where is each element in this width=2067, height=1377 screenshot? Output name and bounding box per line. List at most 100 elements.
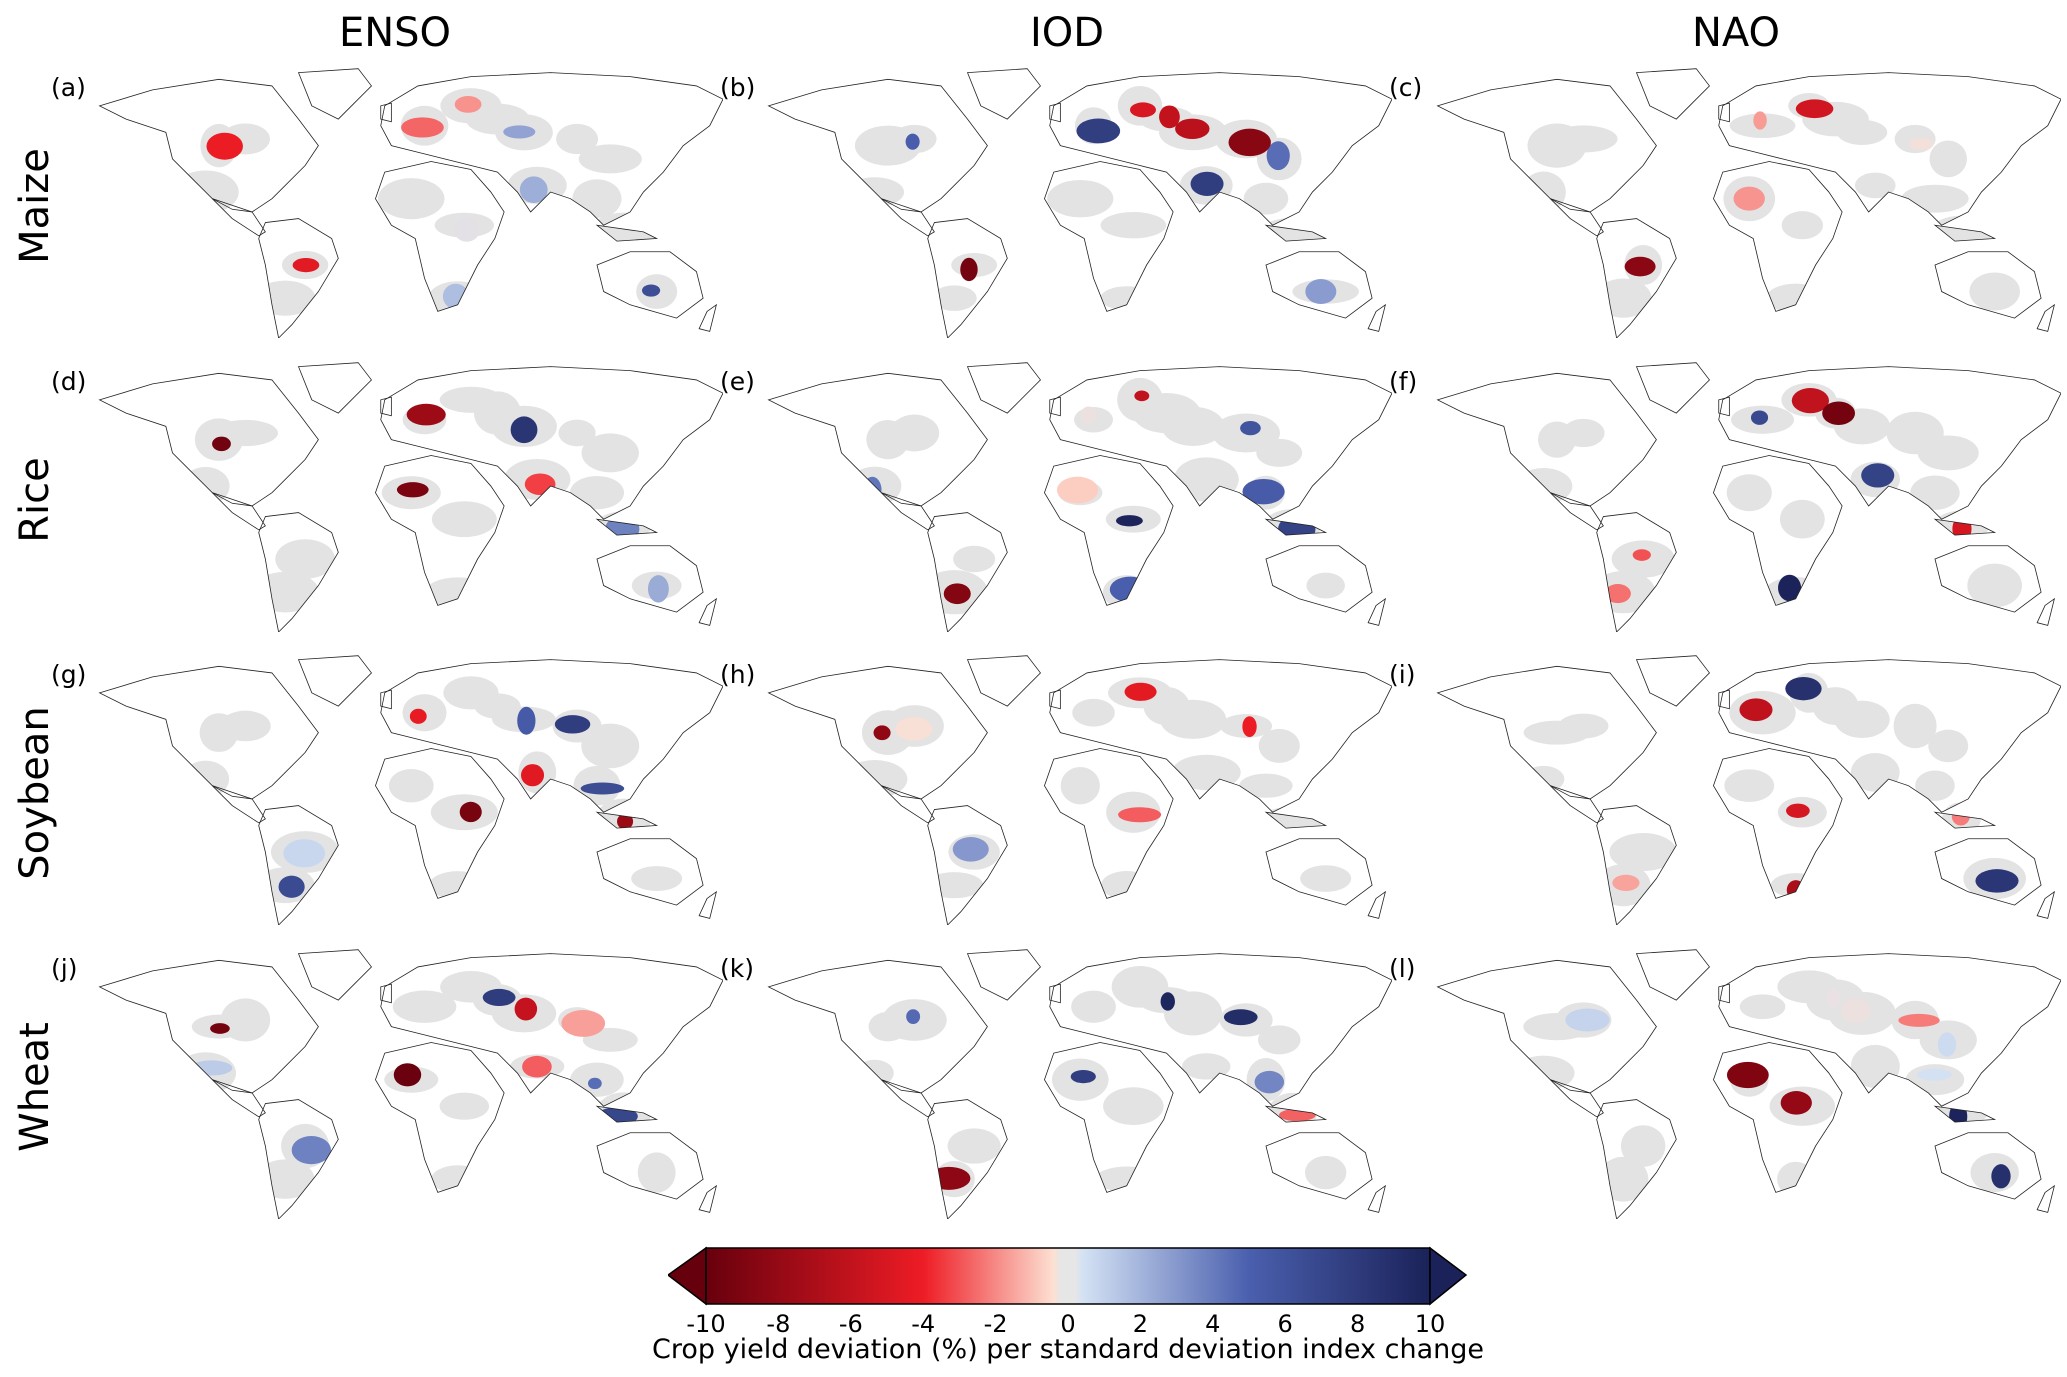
yield-deviation-patch <box>1254 1070 1285 1094</box>
coastline <box>767 949 1392 1219</box>
panel-label: (f) <box>1389 367 1418 396</box>
crop-area <box>1850 1044 1900 1088</box>
crop-area <box>631 866 683 891</box>
crop-area <box>569 476 625 510</box>
crop-area <box>572 179 622 219</box>
panel-label: (g) <box>51 660 87 689</box>
crop-area <box>255 280 316 316</box>
yield-deviation-patch <box>617 813 634 830</box>
colorbar-tick-label: -6 <box>838 1310 863 1338</box>
panel-label: (c) <box>1389 73 1423 102</box>
crop-area <box>1304 1155 1347 1190</box>
crop-area <box>1620 1125 1666 1167</box>
crop-area <box>1258 728 1300 763</box>
yield-deviation-patch <box>1917 1068 1952 1081</box>
yield-deviation-patch <box>1632 549 1651 561</box>
yield-deviation-patch <box>1952 515 1972 542</box>
yield-deviation-patch <box>1841 998 1871 1023</box>
crop-area <box>1930 215 1993 248</box>
yield-deviation-patch <box>895 717 933 741</box>
yield-deviation-patch <box>580 782 625 795</box>
colorbar <box>668 1246 1468 1306</box>
yield-deviation-patch <box>1175 118 1210 139</box>
yield-deviation-patch <box>905 133 920 150</box>
world-map-panel-soybean-enso <box>98 655 723 925</box>
colorbar-tick-label: 10 <box>1414 1310 1446 1338</box>
panel-label: (h) <box>720 660 756 689</box>
crop-area <box>431 1165 485 1194</box>
crop-area <box>1558 713 1609 739</box>
world-map-panel-maize-nao <box>1436 68 2061 338</box>
yield-deviation-patch <box>1786 880 1805 901</box>
yield-deviation-patch <box>1134 390 1150 402</box>
crop-area <box>1306 572 1345 599</box>
crop-area <box>212 419 278 447</box>
crop-area <box>1777 1161 1815 1197</box>
yield-deviation-patch <box>1975 869 2019 893</box>
crop-area <box>889 414 940 452</box>
yield-deviation-patch <box>1124 682 1157 701</box>
crop-area <box>1598 1156 1649 1202</box>
yield-deviation-patch <box>927 1166 971 1190</box>
yield-deviation-patch <box>454 95 482 113</box>
colorbar-min-extend <box>668 1246 707 1306</box>
yield-deviation-patch <box>278 875 305 898</box>
crop-area <box>1739 994 1786 1020</box>
yield-deviation-patch <box>1109 576 1151 603</box>
crop-area <box>474 391 521 435</box>
crop-area <box>1047 179 1114 218</box>
row-label-maize: Maize <box>12 148 58 264</box>
yield-deviation-patch <box>1565 1008 1610 1032</box>
yield-deviation-patch <box>1750 410 1769 425</box>
yield-deviation-patch <box>1795 99 1834 119</box>
colorbar-tick-label: 8 <box>1349 1310 1366 1338</box>
world-map-panel-wheat-iod <box>767 949 1392 1219</box>
world-map-panel-rice-nao <box>1436 362 2061 632</box>
crop-area <box>220 710 271 742</box>
coastline <box>98 655 723 925</box>
crop-area <box>558 419 596 447</box>
yield-deviation-patch <box>1076 118 1121 144</box>
crop-area <box>431 501 497 538</box>
yield-deviation-patch <box>1305 279 1337 304</box>
crop-area <box>429 871 487 900</box>
crop-area <box>1072 698 1115 727</box>
crop-area <box>1143 686 1190 726</box>
yield-deviation-patch <box>521 764 545 787</box>
crop-area <box>1100 286 1154 311</box>
yield-deviation-patch <box>1991 1164 2011 1189</box>
yield-deviation-patch <box>873 725 891 741</box>
world-map-panel-wheat-nao <box>1436 949 2061 1219</box>
yield-deviation-patch <box>393 1063 422 1087</box>
crop-area <box>1928 729 1969 763</box>
coastline <box>1436 362 2061 632</box>
yield-deviation-patch <box>1160 992 1175 1011</box>
panel-label: (a) <box>51 73 86 102</box>
yield-deviation-patch <box>1949 1102 1968 1131</box>
row-label-soybean: Soybean <box>12 706 58 880</box>
crop-area <box>378 178 445 220</box>
crop-area <box>1812 687 1859 726</box>
crop-area <box>581 433 639 473</box>
yield-deviation-patch <box>960 257 978 282</box>
yield-deviation-patch <box>1753 111 1767 130</box>
yield-deviation-patch <box>1786 803 1810 818</box>
yield-deviation-patch <box>1056 476 1099 504</box>
yield-deviation-patch <box>206 132 243 160</box>
crop-area <box>1854 172 1896 199</box>
yield-deviation-patch <box>459 801 482 823</box>
coastline <box>767 68 1392 338</box>
yield-deviation-patch <box>406 403 446 426</box>
colorbar-gradient <box>705 1247 1431 1305</box>
crop-area <box>1171 754 1241 791</box>
colorbar-tick-label: 6 <box>1277 1310 1293 1338</box>
crop-area <box>1893 703 1937 749</box>
crop-area <box>578 144 642 174</box>
yield-deviation-patch <box>396 482 429 498</box>
yield-deviation-patch <box>1898 1013 1940 1027</box>
yield-deviation-patch <box>1785 677 1822 701</box>
coastline <box>98 68 723 338</box>
world-map-panel-wheat-enso <box>98 949 723 1219</box>
crop-area <box>931 285 977 311</box>
coastline <box>98 949 723 1219</box>
